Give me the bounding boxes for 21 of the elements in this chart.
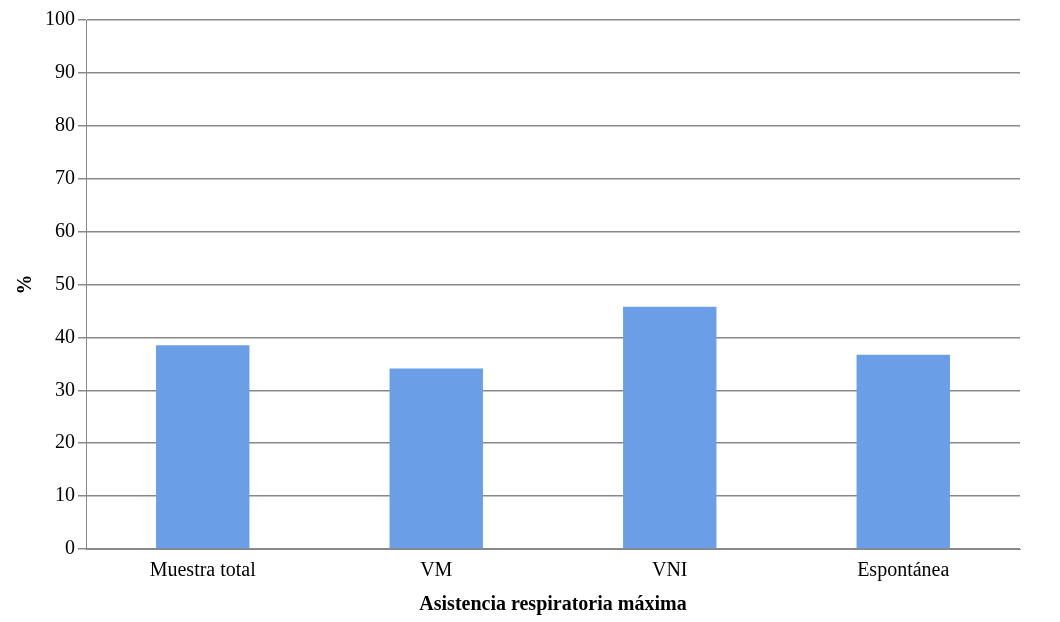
y-tick-label: 10 (55, 483, 75, 506)
y-tick-label: 60 (55, 218, 75, 241)
x-axis-title: Asistencia respiratoria máxima (419, 592, 687, 616)
y-tick-label: 50 (55, 271, 75, 294)
y-tick-label: 100 (45, 7, 75, 30)
y-tick-label: 80 (55, 113, 75, 136)
bar (623, 306, 717, 549)
y-tick-label: 0 (65, 536, 75, 559)
y-axis-title: % (13, 274, 36, 295)
y-tick-label: 20 (55, 430, 75, 453)
y-tick-label: 90 (55, 60, 75, 83)
x-tick-label: VM (420, 558, 453, 581)
x-tick-label: Muestra total (149, 558, 257, 581)
bar (156, 345, 250, 549)
bar (856, 354, 950, 549)
y-tick-label: 40 (55, 324, 75, 347)
x-tick-label: VNI (651, 558, 688, 581)
x-tick-label: Espontánea (857, 558, 950, 582)
y-tick-label: 30 (55, 377, 75, 400)
y-tick-label: 70 (55, 165, 75, 188)
bar (389, 368, 483, 549)
